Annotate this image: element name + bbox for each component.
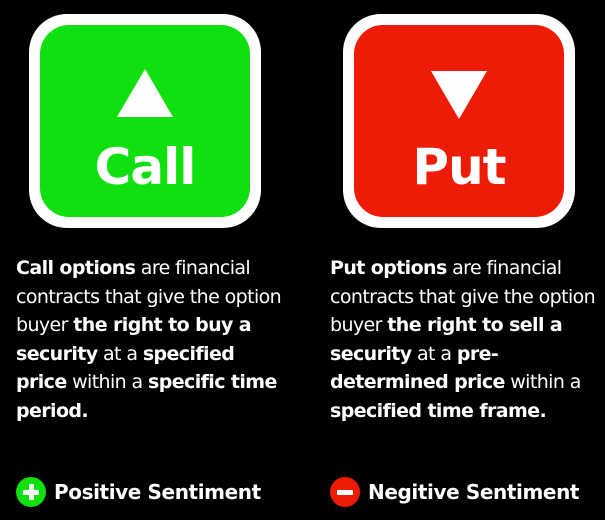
put-tile: Put [343,14,575,228]
call-sentiment-label: Positive Sentiment [54,480,261,504]
call-desc-seg-5: within a [66,371,149,393]
put-tile-face: Put [354,25,564,217]
put-tile-label: Put [412,138,506,196]
call-desc-seg-1: are financial contracts that give the op… [16,257,282,336]
call-desc-seg-2: the right to buy a security [16,314,252,365]
call-sentiment: Positive Sentiment [16,477,261,507]
call-tile-label: Call [94,138,197,196]
down-triangle-icon [431,71,487,119]
put-column: Put Put options are financial contracts … [315,0,605,520]
minus-circle-icon [330,477,360,507]
call-desc-seg-0: Call options [16,257,136,279]
call-column: Call Call options are financial contract… [0,0,290,520]
call-description: Call options are financial contracts tha… [16,254,286,425]
plus-circle-icon [16,477,46,507]
put-description: Put options are financial contracts that… [330,254,600,425]
put-desc-seg-0: Put options [330,257,447,279]
put-sentiment: Negitive Sentiment [330,477,579,507]
put-desc-seg-5: within a [504,371,581,393]
up-triangle-icon [117,69,173,117]
call-desc-seg-4: specified price [16,342,235,394]
put-sentiment-label: Negitive Sentiment [368,480,580,504]
put-desc-seg-4: pre-determined price [330,342,505,394]
put-desc-seg-3: at a [411,342,457,365]
call-tile: Call [29,14,261,228]
call-desc-seg-6: specific time period. [16,371,277,422]
call-desc-seg-3: at a [97,342,143,365]
put-desc-seg-2: the right to sell a security [330,314,563,365]
put-desc-seg-6: specified time frame. [330,399,547,422]
put-desc-seg-1: are financial contracts that give the op… [330,257,596,336]
call-tile-face: Call [40,25,250,217]
